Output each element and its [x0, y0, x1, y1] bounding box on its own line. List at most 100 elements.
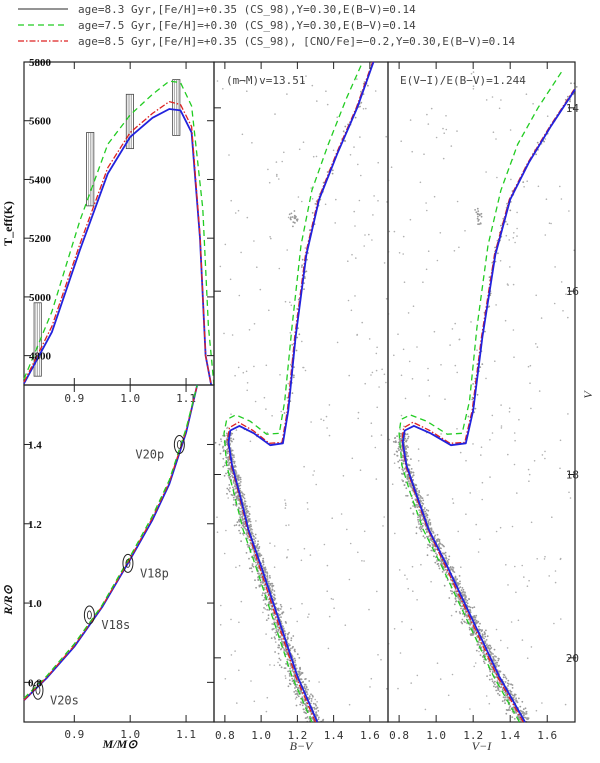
star-ellipse-outer-0	[173, 434, 185, 454]
star-point	[242, 532, 244, 535]
star-point	[468, 605, 471, 608]
star-point	[406, 444, 408, 447]
star-point	[529, 364, 532, 367]
mass-teff-frame	[23, 61, 215, 386]
star-point	[326, 564, 329, 567]
star-label-0: V20p	[135, 447, 164, 461]
star-point	[479, 644, 481, 647]
star-point	[328, 434, 331, 437]
star-point	[232, 460, 235, 463]
star-point	[482, 651, 484, 654]
star-point	[259, 581, 262, 584]
star-point	[306, 706, 308, 708]
star-point	[298, 657, 301, 659]
star-point	[244, 527, 247, 530]
star-point	[500, 99, 502, 101]
star-point	[488, 660, 490, 663]
star-point	[288, 213, 291, 216]
star-point	[404, 81, 407, 83]
cmd-2-xtick-label-2: 1.2	[287, 729, 307, 742]
star-point	[235, 566, 237, 569]
star-point	[433, 544, 435, 547]
star-point	[434, 561, 437, 564]
star-point	[353, 210, 356, 213]
star-point	[394, 437, 396, 439]
star-point	[494, 360, 496, 363]
star-point	[276, 175, 278, 177]
star-point	[362, 108, 365, 110]
star-point	[489, 674, 491, 677]
star-point	[504, 319, 507, 322]
star-point	[235, 491, 238, 494]
star-point	[280, 410, 283, 413]
star-point	[407, 464, 410, 466]
star-point	[424, 510, 427, 513]
star-point	[489, 662, 491, 665]
star-point	[429, 544, 431, 547]
star-point	[548, 575, 550, 577]
star-point	[249, 505, 251, 508]
star-point	[245, 370, 248, 373]
star-point	[262, 582, 264, 584]
star-point	[239, 80, 241, 82]
star-point	[427, 367, 429, 370]
star-point	[291, 216, 294, 218]
star-point	[288, 682, 291, 685]
star-point	[232, 480, 235, 483]
star-point	[439, 232, 442, 234]
star-point	[476, 212, 479, 215]
star-point	[378, 386, 380, 388]
star-point	[426, 514, 429, 517]
star-point	[226, 427, 228, 430]
star-point	[495, 689, 498, 692]
star-point	[418, 490, 420, 492]
star-point	[406, 494, 409, 497]
star-point	[344, 624, 347, 626]
star-point	[388, 230, 391, 233]
star-point	[278, 638, 281, 641]
star-point	[263, 588, 266, 591]
star-point	[257, 552, 260, 555]
star-point	[564, 703, 567, 706]
star-point	[300, 559, 303, 562]
star-point	[546, 115, 549, 117]
star-point	[324, 203, 327, 206]
star-point	[400, 459, 403, 462]
star-point	[284, 677, 287, 679]
star-point	[410, 468, 413, 470]
star-point	[416, 674, 419, 677]
star-point	[367, 84, 369, 87]
star-point	[532, 103, 534, 105]
star-point	[318, 681, 320, 683]
legend-label-0: age=8.3 Gyr,[Fe/H]=+0.35 (CS_98),Y=0.30,…	[78, 3, 416, 16]
star-point	[238, 621, 240, 624]
star-point	[393, 462, 396, 465]
star-point	[443, 545, 445, 548]
star-point	[374, 90, 377, 92]
star-point	[246, 505, 248, 508]
star-point	[288, 675, 291, 677]
cmd-bv-panel: 0.8 1.0 1.2 1.4 1.6 B−V (m−M)v=13.51	[213, 61, 389, 753]
star-point	[277, 661, 279, 664]
cmd-3-ytick-label-3: 20	[566, 652, 579, 665]
star-point	[322, 718, 325, 721]
star-point	[414, 483, 417, 486]
star-point	[286, 633, 289, 636]
star-point	[326, 103, 329, 106]
star-point	[486, 635, 489, 638]
star-point	[234, 374, 236, 377]
star-point	[528, 473, 531, 476]
star-point	[249, 523, 252, 526]
star-point	[471, 398, 474, 401]
star-point	[433, 548, 436, 551]
star-point	[290, 637, 293, 639]
star-point	[422, 535, 425, 538]
star-point	[541, 702, 543, 704]
star-point	[462, 608, 465, 610]
star-point	[410, 682, 413, 684]
star-point	[358, 199, 361, 202]
star-point	[318, 716, 320, 719]
star-point	[484, 330, 486, 333]
star-point	[237, 209, 240, 212]
